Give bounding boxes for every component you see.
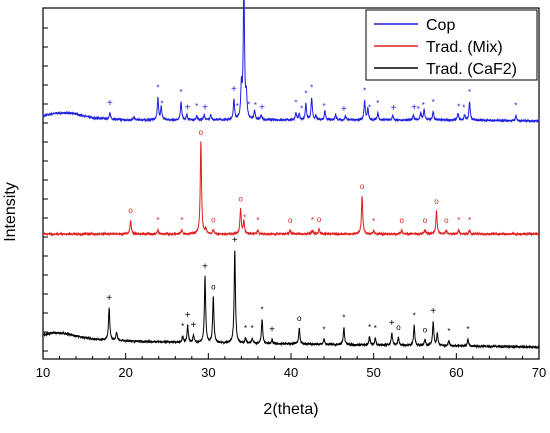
phase-marker: +	[202, 261, 208, 272]
series-line-1	[42, 141, 540, 237]
x-tick-label-20: 20	[118, 365, 132, 380]
phase-marker: *	[466, 325, 469, 334]
phase-marker: *	[422, 101, 425, 110]
phase-marker: *	[376, 99, 379, 108]
x-tick-label-60: 60	[449, 365, 463, 380]
phase-marker: +	[185, 310, 191, 321]
phase-marker: *	[468, 216, 471, 225]
phase-marker: *	[374, 324, 377, 333]
phase-marker: *	[447, 327, 450, 336]
phase-marker: *	[372, 217, 375, 226]
phase-marker: *	[462, 103, 465, 112]
phase-marker: *	[180, 216, 183, 225]
phase-marker: o	[317, 215, 322, 224]
phase-marker: +	[259, 102, 265, 113]
phase-marker: *	[243, 213, 246, 222]
phase-marker: o	[288, 216, 293, 225]
y-axis-label: Intensity	[2, 182, 19, 242]
phase-marker: +	[185, 102, 191, 113]
phase-marker: *	[236, 102, 239, 111]
x-axis-label: 2(theta)	[263, 401, 318, 418]
phase-marker: *	[514, 102, 517, 111]
phase-marker: o	[211, 282, 216, 291]
series-layer	[42, 0, 540, 350]
phase-marker: *	[179, 88, 182, 97]
phase-marker: o	[360, 182, 365, 191]
phase-marker: o	[444, 216, 449, 225]
phase-marker: o	[297, 314, 302, 323]
series-line-2	[42, 250, 540, 350]
phase-marker: *	[310, 84, 313, 93]
x-tick-label-10: 10	[36, 365, 50, 380]
phase-marker: o	[400, 216, 405, 225]
phase-marker: *	[417, 105, 420, 114]
phase-marker: *	[368, 104, 371, 113]
legend-label-caf2: Trad. (CaF2)	[426, 61, 517, 78]
phase-marker: +	[430, 306, 436, 317]
phase-marker: +	[269, 325, 275, 336]
phase-marker: *	[156, 83, 159, 92]
phase-marker: *	[247, 101, 250, 110]
phase-marker: o	[211, 216, 216, 225]
phase-marker: *	[256, 216, 259, 225]
legend: Cop Trad. (Mix) Trad. (CaF2)	[365, 9, 538, 81]
x-tick-label-30: 30	[201, 365, 215, 380]
phase-marker: *	[156, 216, 159, 225]
phase-marker: *	[300, 105, 303, 114]
phase-marker: *	[368, 323, 371, 332]
phase-marker: +	[232, 235, 238, 246]
phase-marker: *	[304, 89, 307, 98]
phase-marker: o	[238, 194, 243, 203]
phase-marker: *	[457, 216, 460, 225]
x-tick-label-70: 70	[532, 365, 546, 380]
phase-markers: +***+*++****+*****+***++*******o**ooo**o…	[106, 83, 517, 336]
series-line-0	[42, 0, 540, 124]
phase-marker: *	[413, 311, 416, 320]
phase-marker: o	[396, 323, 401, 332]
phase-marker: *	[254, 101, 257, 110]
phase-marker: *	[457, 103, 460, 112]
phase-marker: *	[251, 324, 254, 333]
phase-marker: o	[199, 128, 204, 137]
axis-ticks: 10 20 30 40 50 60 70	[36, 27, 546, 380]
phase-marker: *	[294, 99, 297, 108]
phase-marker: o	[128, 206, 133, 215]
phase-marker: +	[391, 103, 397, 114]
phase-marker: *	[160, 99, 163, 108]
phase-marker: *	[311, 216, 314, 225]
x-tick-label-50: 50	[366, 365, 380, 380]
legend-label-cop: Cop	[426, 17, 455, 34]
phase-marker: +	[107, 98, 113, 109]
phase-marker: *	[432, 98, 435, 107]
phase-marker: +	[411, 103, 417, 114]
phase-marker: *	[468, 88, 471, 97]
x-tick-label-40: 40	[284, 365, 298, 380]
phase-marker: *	[323, 325, 326, 334]
phase-marker: o	[434, 197, 439, 206]
phase-marker: +	[202, 103, 208, 114]
phase-marker: o	[423, 216, 428, 225]
phase-marker: +	[231, 84, 237, 95]
phase-marker: *	[244, 324, 247, 333]
legend-label-mix: Trad. (Mix)	[426, 39, 503, 56]
phase-marker: *	[323, 102, 326, 111]
phase-marker: *	[195, 102, 198, 111]
phase-marker: +	[106, 293, 112, 304]
phase-marker: +	[389, 318, 395, 329]
phase-marker: *	[181, 322, 184, 331]
phase-marker: +	[341, 104, 347, 115]
phase-marker: o	[423, 325, 428, 334]
phase-marker: *	[261, 305, 264, 314]
phase-marker: *	[342, 314, 345, 323]
phase-marker: *	[363, 86, 366, 95]
phase-marker: +	[191, 320, 197, 331]
